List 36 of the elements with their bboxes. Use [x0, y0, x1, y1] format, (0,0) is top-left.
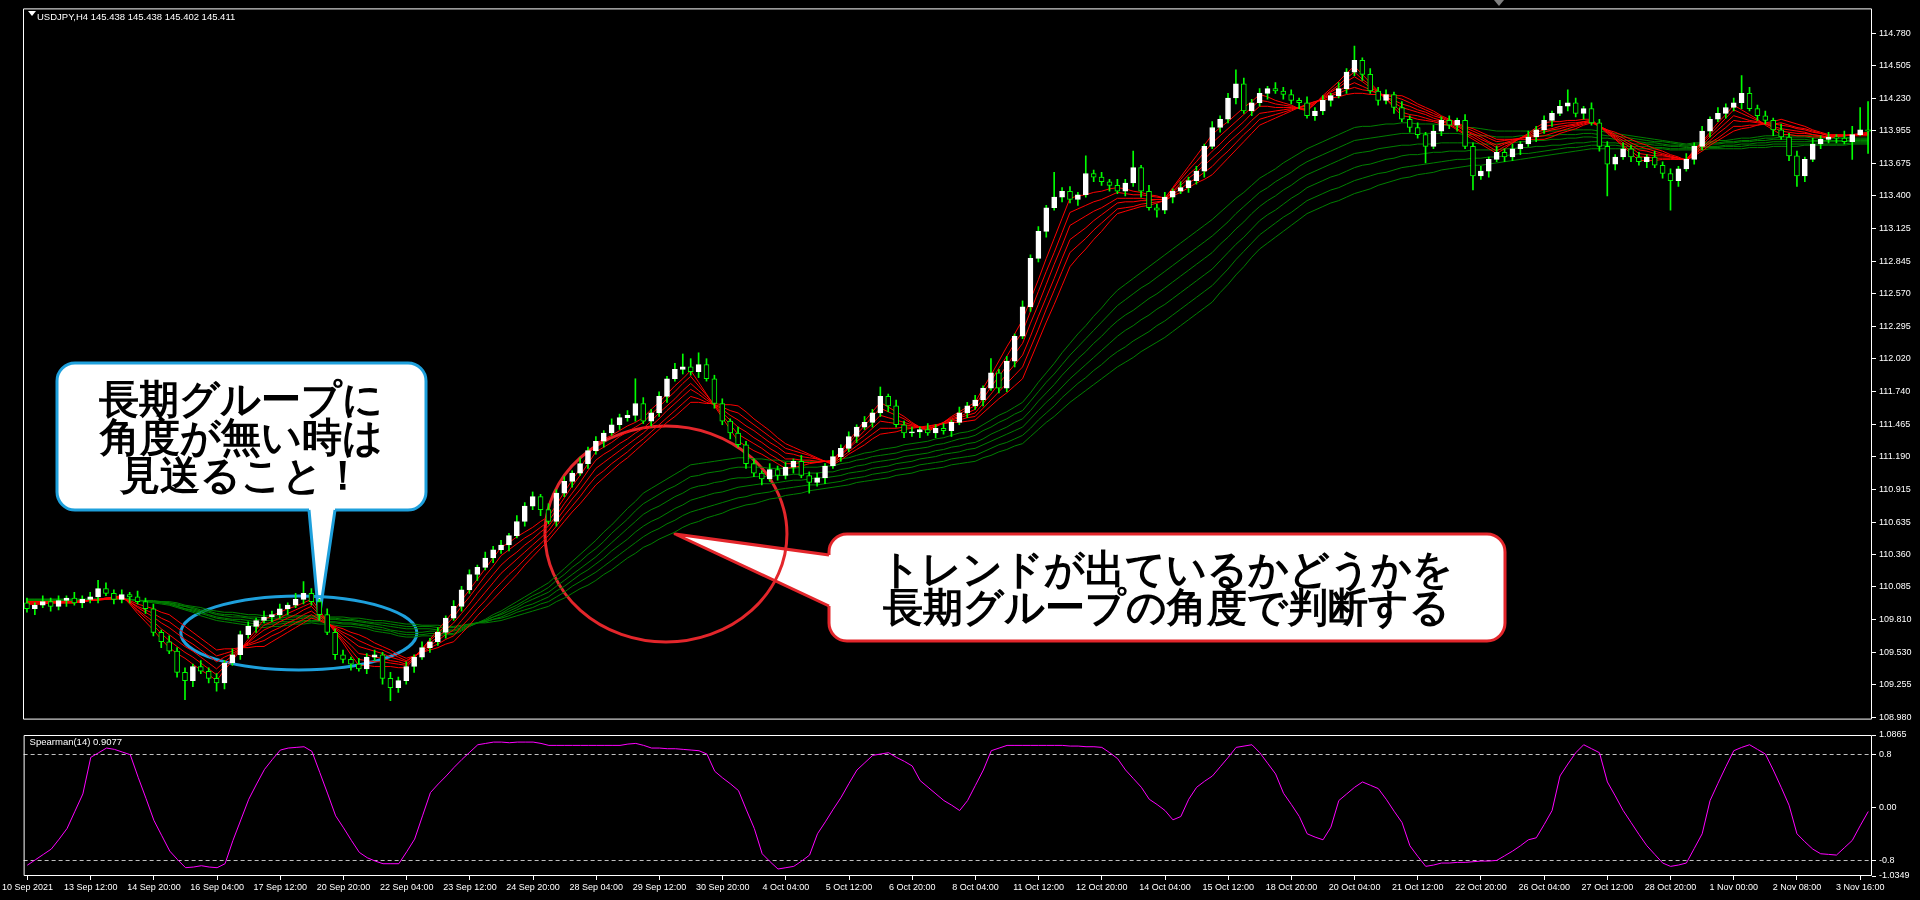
x-tick-label: 11 Oct 12:00 — [1013, 881, 1065, 892]
x-tick-label: 28 Oct 20:00 — [1644, 881, 1697, 892]
x-tick-label: 21 Oct 12:00 — [1392, 881, 1444, 892]
x-tick-label: 15 Oct 12:00 — [1202, 881, 1254, 892]
x-tick-label: 26 Oct 04:00 — [1518, 881, 1570, 892]
x-tick-label: 20 Oct 04:00 — [1328, 881, 1381, 892]
x-tick-label: 17 Sep 12:00 — [253, 881, 308, 892]
x-tick-label: 1 Nov 00:00 — [1709, 881, 1759, 892]
y-tick-label: 1.0865 — [1879, 729, 1907, 740]
x-tick-label: 5 Oct 12:00 — [825, 881, 873, 892]
x-tick-label: 24 Sep 20:00 — [506, 881, 560, 892]
x-tick-label: 12 Oct 20:00 — [1076, 881, 1128, 892]
x-tick-label: 23 Sep 12:00 — [443, 881, 497, 892]
x-tick-label: 18 Oct 20:00 — [1265, 881, 1318, 892]
x-tick-label: 6 Oct 20:00 — [889, 881, 936, 892]
x-tick-label: 2 Nov 08:00 — [1772, 881, 1822, 892]
x-tick-label: 27 Oct 12:00 — [1581, 881, 1634, 892]
y-tick-label: 0.00 — [1879, 801, 1897, 812]
x-tick-label: 16 Sep 04:00 — [190, 881, 244, 892]
x-tick-label: 3 Nov 16:00 — [1835, 881, 1885, 892]
x-tick-label: 30 Sep 20:00 — [695, 881, 750, 892]
x-tick-label: 10 Sep 2021 — [2, 881, 54, 892]
x-tick-label: 4 Oct 04:00 — [762, 881, 810, 892]
y-tick-label: -0.8 — [1879, 854, 1895, 865]
x-tick-label: 29 Sep 12:00 — [632, 881, 687, 892]
y-tick-label: 0.8 — [1879, 748, 1892, 759]
chart-title: Spearman(14) 0.9077 — [29, 736, 123, 748]
x-tick-label: 14 Sep 20:00 — [127, 881, 181, 892]
x-tick-label: 13 Sep 12:00 — [63, 881, 118, 892]
x-tick-label: 14 Oct 04:00 — [1139, 881, 1191, 892]
x-tick-label: 22 Oct 20:00 — [1455, 881, 1507, 892]
x-tick-label: 22 Sep 04:00 — [379, 881, 434, 892]
x-tick-label: 28 Sep 04:00 — [569, 881, 624, 892]
x-tick-label: 8 Oct 04:00 — [952, 881, 999, 892]
y-tick-label: -1.0349 — [1879, 870, 1910, 881]
x-tick-label: 20 Sep 20:00 — [316, 881, 371, 892]
